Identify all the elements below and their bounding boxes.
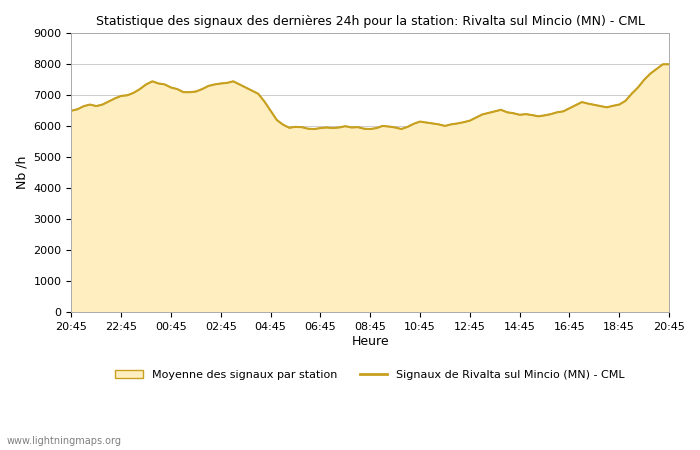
Title: Statistique des signaux des dernières 24h pour la station: Rivalta sul Mincio (M: Statistique des signaux des dernières 24…	[96, 15, 645, 28]
Y-axis label: Nb /h: Nb /h	[15, 156, 28, 189]
Legend: Moyenne des signaux par station, Signaux de Rivalta sul Mincio (MN) - CML: Moyenne des signaux par station, Signaux…	[111, 366, 629, 384]
X-axis label: Heure: Heure	[351, 334, 389, 347]
Text: www.lightningmaps.org: www.lightningmaps.org	[7, 436, 122, 446]
